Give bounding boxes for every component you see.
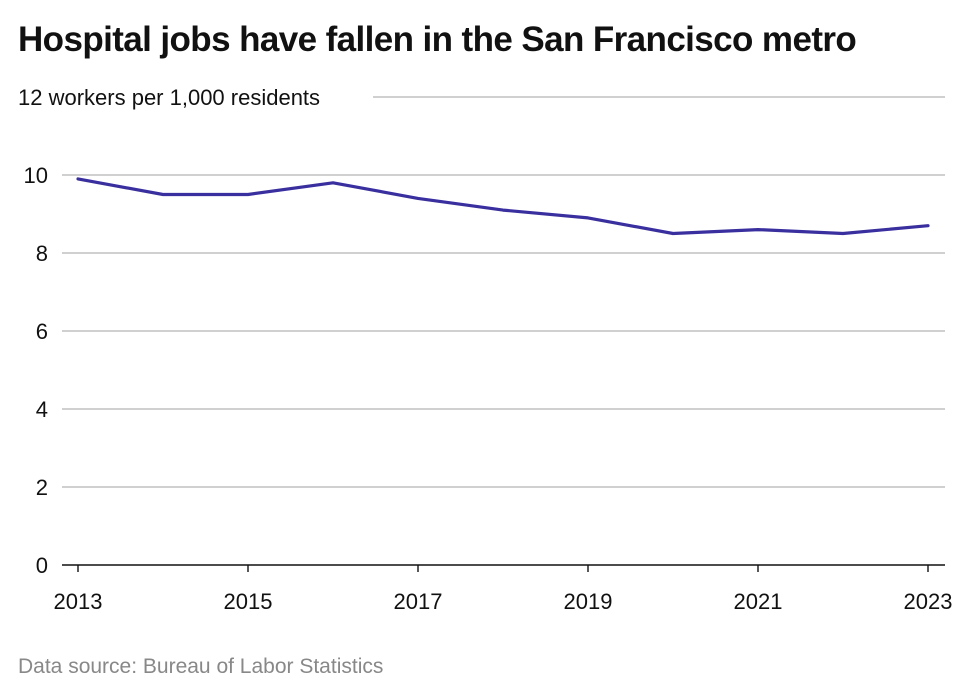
x-tick-label-2015: 2015 [224, 589, 273, 614]
y-tick-label-2: 2 [36, 475, 48, 500]
series-layer [76, 177, 930, 236]
y-tick-label-10: 10 [24, 163, 48, 188]
gridlines [62, 96, 945, 566]
x-tick-label-2021: 2021 [734, 589, 783, 614]
tick-labels: 12 workers per 1,000 residents 0 2 4 6 8 10 201… [18, 85, 952, 614]
series-line-0 [76, 177, 930, 236]
y-tick-label-4: 4 [36, 397, 48, 422]
data-source-note: Data source: Bureau of Labor Statistics [18, 655, 384, 678]
chart-title: Hospital jobs have fallen in the San Fra… [18, 20, 857, 59]
x-tick-label-2019: 2019 [564, 589, 613, 614]
x-tick-label-2023: 2023 [904, 589, 953, 614]
x-tick-label-2013: 2013 [54, 589, 103, 614]
x-tick-label-2017: 2017 [394, 589, 443, 614]
y-tick-label-8: 8 [36, 241, 48, 266]
y-tick-label-6: 6 [36, 319, 48, 344]
y-tick-label-0: 0 [36, 553, 48, 578]
top-tick-annotation: 12 workers per 1,000 residents [18, 85, 320, 110]
